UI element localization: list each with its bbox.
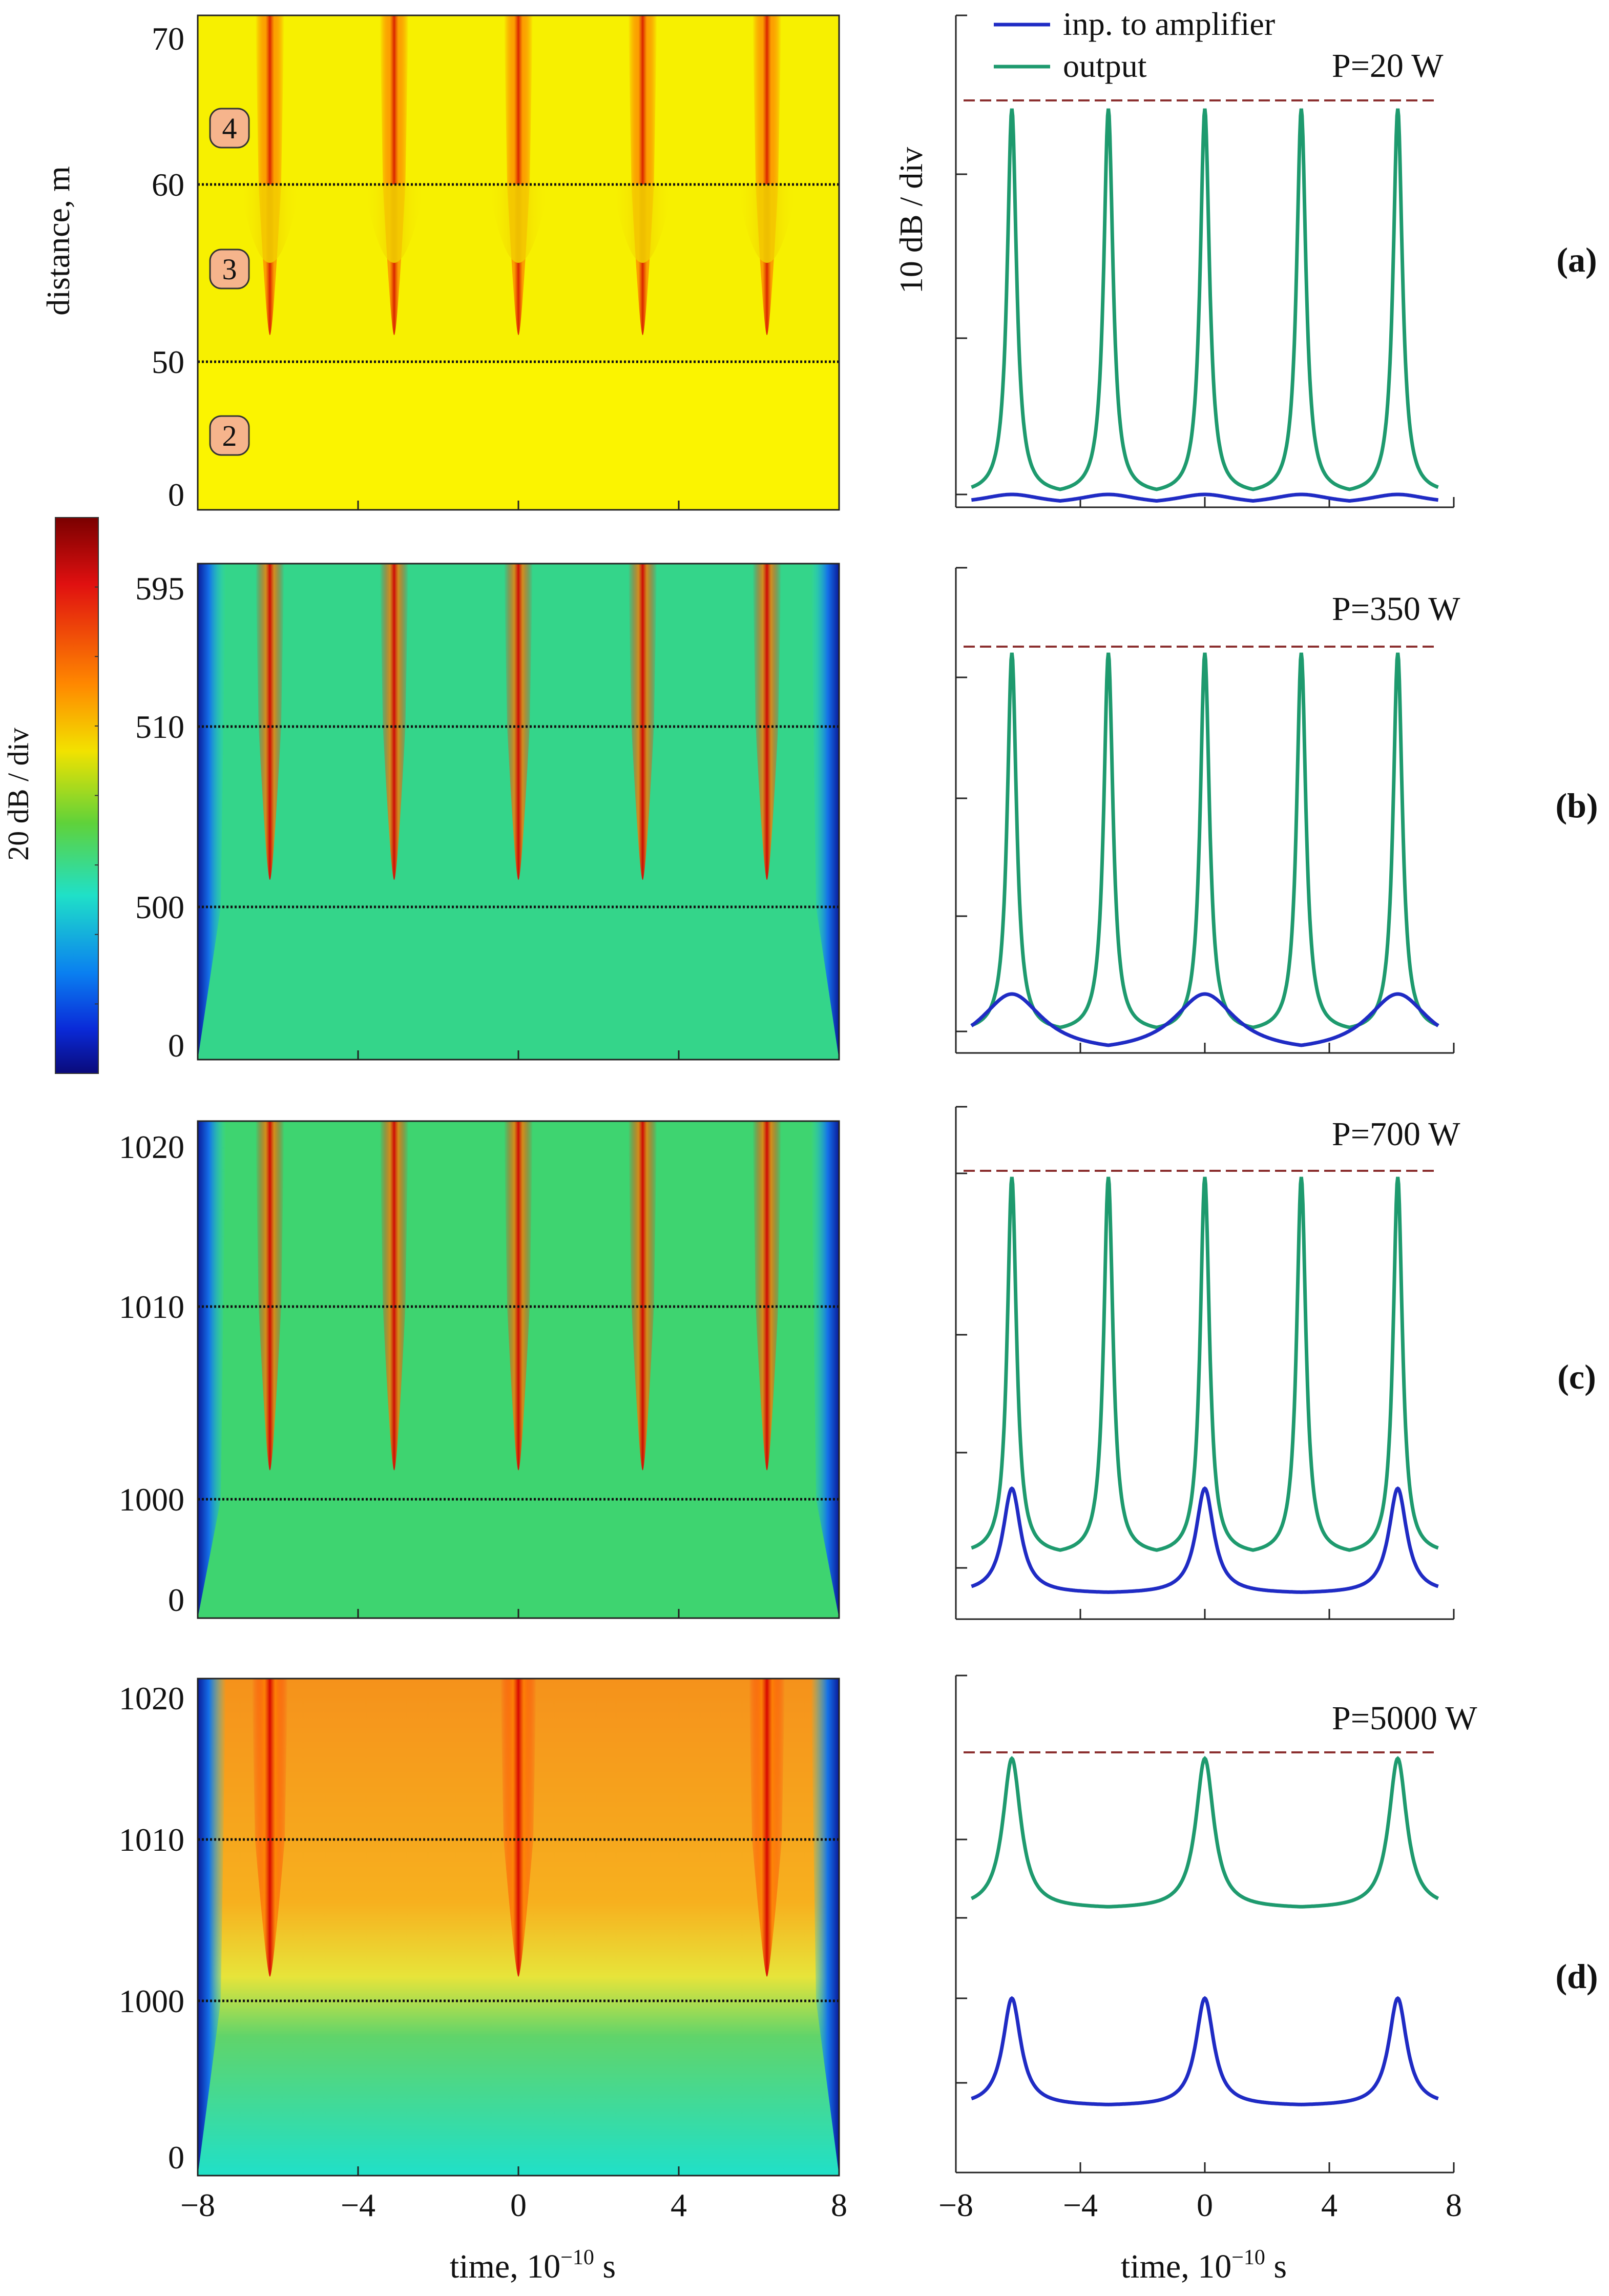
heatmap-right-edge (811, 564, 839, 1060)
section-label-2: 2 (222, 419, 237, 452)
line-x-tick-label: 8 (1446, 2187, 1462, 2223)
heatmap-x-tick-label: 8 (831, 2187, 847, 2223)
heatmap-pulse-tail (612, 184, 674, 263)
heatmap-pulse-2 (500, 1679, 536, 1977)
heatmap-left-edge (198, 564, 226, 1060)
heatmap-panel-3: 1020 1010 1000 0 (119, 1120, 840, 1619)
section-label-4: 4 (222, 112, 237, 145)
heatmap-right-edge (811, 1121, 839, 1618)
heatmap-left-edge (198, 1679, 226, 2176)
power-label: P=20 W (1332, 47, 1444, 85)
heatmap-y-tick-label: 1020 (119, 1680, 184, 1716)
heatmap-y-tick-label: 1010 (119, 1822, 184, 1858)
power-label: P=5000 W (1332, 1700, 1477, 1737)
section-label-3: 3 (222, 253, 237, 286)
heatmap-y-tick-label: 500 (135, 889, 184, 925)
legend: inp. to amplifier output (994, 6, 1275, 84)
heatmap-y-tick-label: 510 (135, 709, 184, 745)
section-label-box (209, 415, 250, 456)
heatmap-panel-4: 1020 1010 1000 0 (119, 1678, 840, 2177)
line-panel-3: P=700 W (955, 1106, 1460, 1620)
series-input-line (971, 492, 1439, 503)
power-label: P=700 W (1332, 1115, 1460, 1153)
heatmap-panel-2: 595 510 500 0 (135, 563, 840, 1064)
heatmap-y-tick-label: 0 (168, 2139, 184, 2176)
colorbar-label: 20 dB / div (2, 728, 35, 860)
series-input-line (971, 1996, 1439, 2106)
heatmap-pulse-tail (239, 184, 301, 263)
x-label-exponent: −10 (560, 2246, 594, 2269)
heatmap-x-axis-label: time, 10−10 s (450, 2246, 616, 2285)
panel-letter-c: (c) (1557, 1357, 1596, 1396)
heatmap-y-tick-label: 1020 (119, 1129, 184, 1165)
section-label-box (209, 108, 250, 149)
heatmap-y-tick-label: 1000 (119, 1983, 184, 2019)
panel-letter-a: (a) (1556, 240, 1597, 279)
heatmap-y-tick-label: 595 (135, 570, 184, 607)
heatmap-pulse-4 (628, 564, 657, 880)
series-input-line (971, 1486, 1439, 1594)
heatmap-y-tick-label: 70 (152, 20, 184, 57)
series-output-line (971, 652, 1439, 1029)
heatmap-pulse-4 (628, 1121, 657, 1471)
legend-label-output: output (1063, 48, 1147, 84)
line-x-tick-label: −8 (938, 2187, 973, 2223)
heatmap-x-tick-label: 0 (510, 2187, 527, 2223)
panel-letter-b: (b) (1555, 786, 1598, 825)
x-label-unit: s (1265, 2248, 1287, 2285)
heatmap-x-tick-label: 4 (671, 2187, 687, 2223)
line-x-tick-label: −4 (1063, 2187, 1098, 2223)
heatmap-y-tick-label: 0 (168, 1582, 184, 1618)
legend-label-input: inp. to amplifier (1063, 6, 1275, 42)
line-x-tick-label: 0 (1197, 2187, 1213, 2223)
heatmap-x-tick-label: −8 (180, 2187, 215, 2223)
heatmap-right-edge (811, 1679, 839, 2176)
heatmap-pulse-5 (753, 1121, 782, 1471)
heatmap-pulse-3 (749, 1679, 785, 1977)
panel-letter-d: (d) (1555, 1957, 1598, 1996)
heatmap-lower-section (198, 362, 839, 510)
colorbar (55, 517, 99, 1074)
heatmap-y-tick-label: 0 (168, 477, 184, 513)
line-panel-1: P=20 W (955, 14, 1455, 508)
section-label-badge: 2 (209, 415, 250, 456)
line-panel-4: P=5000 W (955, 1674, 1477, 2174)
heatmap-y-tick-label: 1010 (119, 1289, 184, 1325)
section-label-box (209, 249, 250, 289)
x-label-unit: s (594, 2248, 616, 2285)
line-x-axis-label: time, 10−10 s (1121, 2246, 1287, 2285)
power-label: P=350 W (1332, 590, 1460, 628)
heatmap-y-tick-label: 0 (168, 1027, 184, 1064)
heatmap-pulse-tail (736, 184, 798, 263)
series-output-line (971, 108, 1439, 491)
heatmap-left-edge (198, 1121, 226, 1618)
heatmap-pulse-tail (488, 184, 549, 263)
x-label-exponent: −10 (1231, 2246, 1265, 2269)
series-input-line (970, 992, 1439, 1047)
line-x-tick-label: 4 (1321, 2187, 1338, 2223)
series-output-line (970, 1756, 1439, 1909)
section-label-badge: 4 (209, 108, 250, 149)
line-panel-2: P=350 W (955, 567, 1460, 1054)
heatmap-pulse-2 (380, 564, 409, 880)
heatmap-y-tick-label: 50 (152, 344, 184, 380)
heatmap-pulse-5 (753, 564, 782, 880)
right-y-axis-label: 10 dB / div (893, 147, 929, 294)
heatmap-y-tick-label: 1000 (119, 1481, 184, 1518)
section-label-badge: 3 (209, 249, 250, 289)
heatmap-pulse-tail (363, 184, 425, 263)
heatmap-pulse-2 (380, 1121, 409, 1471)
heatmap-y-tick-label: 60 (152, 167, 184, 203)
heatmap-x-tick-label: −4 (341, 2187, 375, 2223)
heatmap-pulse-1 (255, 564, 284, 880)
series-output-line (971, 1176, 1439, 1552)
heatmap-pulse-3 (504, 1121, 533, 1471)
heatmap-pulse-1 (252, 1679, 288, 1977)
left-y-axis-label: distance, m (40, 166, 76, 315)
heatmap-pulse-3 (504, 564, 533, 880)
heatmap-panel-1: 70 60 50 0 4 3 2 (152, 14, 840, 513)
heatmap-pulse-1 (255, 1121, 284, 1471)
